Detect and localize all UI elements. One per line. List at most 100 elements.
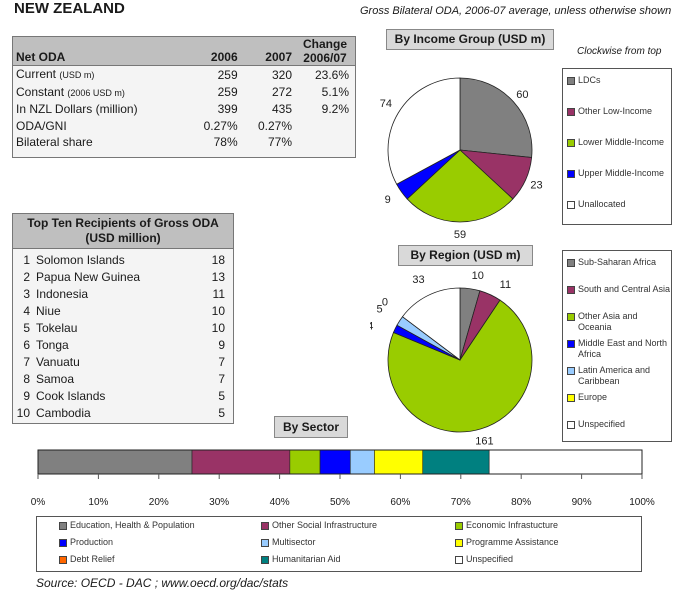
row-label: Bilateral share: [16, 135, 93, 149]
recipient-row: 9 Cook Islands 5: [13, 388, 233, 405]
legend-label: Lower Middle-Income: [578, 137, 665, 147]
header-2007: 2007: [240, 37, 295, 66]
legend-item: Production: [59, 537, 113, 548]
pie-data-label: 11: [500, 279, 511, 291]
legend-swatch: [567, 340, 575, 348]
recipient-value: 5: [218, 389, 225, 403]
row-2007: 77%: [267, 135, 292, 149]
pie-data-label: 9: [385, 194, 391, 206]
legend-swatch: [567, 421, 575, 429]
recipient-rank: 3: [23, 287, 30, 301]
recipient-value: 13: [211, 270, 225, 284]
legend-label: Europe: [578, 392, 608, 402]
axis-tick-label: 50%: [329, 497, 351, 508]
recipient-value: 9: [218, 338, 225, 352]
recipients-table: 1 Solomon Islands 18 2 Papua New Guinea 13 3 In…: [13, 252, 233, 422]
recipient-row: 5 Tokelau 10: [13, 320, 233, 337]
table-row: Constant (2006 USD m) 259 272 5.1%: [13, 84, 355, 102]
axis-tick-label: 30%: [209, 497, 230, 508]
recipient-rank: 2: [23, 270, 30, 284]
axis-tick-label: 60%: [390, 497, 411, 508]
legend-label: Multisector: [272, 537, 316, 547]
sector-bar-segment: [191, 449, 291, 475]
legend-swatch: [567, 170, 575, 178]
legend-label: Economic Infrastucture: [466, 520, 559, 530]
row-unit: (USD m): [59, 70, 95, 80]
income-pie-chart: 60 23 59 9 74: [380, 77, 543, 240]
row-label: Constant: [16, 84, 65, 99]
legend-label: Production: [70, 537, 114, 547]
legend-item: Other Asia and Oceania: [567, 311, 671, 333]
legend-swatch: [567, 77, 575, 85]
legend-item: Multisector: [261, 537, 316, 548]
recipient-name: Niue: [36, 304, 61, 318]
legend-label: Latin America and Caribbean: [578, 365, 651, 386]
row-change: [295, 134, 355, 151]
row-change: 5.1%: [321, 85, 349, 99]
legend-label: Unspecified: [578, 419, 626, 429]
legend-swatch: [455, 556, 463, 564]
row-2007: 272: [271, 85, 292, 99]
pie-data-label: 74: [380, 98, 392, 110]
legend-swatch: [59, 556, 67, 564]
recipient-row: 4 Niue 10: [13, 303, 233, 320]
recipient-value: 5: [218, 406, 225, 420]
legend-label: Education, Health & Population: [70, 520, 195, 530]
pie-slice: [401, 287, 461, 361]
legend-item: Unallocated: [567, 199, 671, 210]
axis-tick-label: 80%: [511, 497, 532, 508]
recipient-row: 10 Cambodia 5: [13, 405, 233, 422]
legend-swatch: [59, 539, 67, 547]
legend-item: Economic Infrastucture: [455, 520, 558, 531]
header-2006: 2006: [186, 37, 241, 66]
row-2007: 320: [271, 67, 292, 82]
net-oda-header-row: Net ODA 2006 2007 Change 2006/07: [13, 37, 355, 66]
legend-item: Education, Health & Population: [59, 520, 195, 531]
recipient-name: Tonga: [36, 338, 69, 352]
sector-bar-segment: [349, 449, 375, 475]
recipient-rank: 5: [23, 321, 30, 335]
sector-bar-segment: [37, 449, 193, 475]
recipient-rank: 1: [23, 253, 30, 267]
legend-item: Lower Middle-Income: [567, 137, 671, 148]
row-2006: 259: [217, 67, 238, 82]
legend-label: Unspecified: [466, 554, 514, 564]
legend-swatch: [261, 539, 269, 547]
recipient-row: 1 Solomon Islands 18: [13, 252, 233, 269]
axis-tick-label: 90%: [571, 497, 592, 508]
recipient-value: 10: [211, 321, 225, 335]
legend-item: Unspecified: [567, 419, 671, 430]
region-legend: Sub-Saharan Africa South and Central Asia…: [562, 250, 672, 442]
axis-tick-label: 0%: [30, 497, 46, 508]
legend-label: Other Social Infrastructure: [272, 520, 378, 530]
legend-item: Programme Assistance: [455, 537, 559, 548]
page-subtitle: Gross Bilateral ODA, 2006-07 average, un…: [360, 5, 672, 17]
legend-label: Upper Middle-Income: [578, 168, 665, 178]
legend-label: Debt Relief: [70, 554, 115, 564]
recipient-name: Solomon Islands: [36, 253, 125, 267]
legend-swatch: [455, 522, 463, 530]
pie-data-label: 161: [475, 435, 493, 447]
pie-slice: [459, 77, 533, 158]
legend-label: Other Asia and Oceania: [578, 311, 638, 332]
legend-item: Upper Middle-Income: [567, 168, 671, 179]
legend-swatch: [455, 539, 463, 547]
pie-data-label: 0: [382, 296, 388, 308]
row-2006: 259: [217, 85, 238, 99]
axis-tick-label: 10%: [88, 497, 109, 508]
recipient-name: Samoa: [36, 372, 75, 386]
table-row: ODA/GNI 0.27% 0.27%: [13, 118, 355, 135]
income-chart-title: By Income Group (USD m): [386, 29, 554, 50]
recipient-value: 7: [218, 372, 225, 386]
recipient-name: Cambodia: [36, 406, 91, 420]
legend-swatch: [567, 139, 575, 147]
legend-item: Humanitarian Aid: [261, 554, 341, 565]
row-2006: 399: [217, 102, 238, 116]
row-unit: (2006 USD m): [67, 87, 125, 98]
table-row: In NZL Dollars (million) 399 435 9.2%: [13, 101, 355, 118]
recipient-name: Vanuatu: [36, 355, 80, 369]
row-label: In NZL Dollars (million): [16, 102, 138, 116]
recipient-name: Tokelau: [36, 321, 78, 335]
pie-data-label: 4: [370, 321, 373, 333]
legend-label: Sub-Saharan Africa: [578, 257, 657, 267]
